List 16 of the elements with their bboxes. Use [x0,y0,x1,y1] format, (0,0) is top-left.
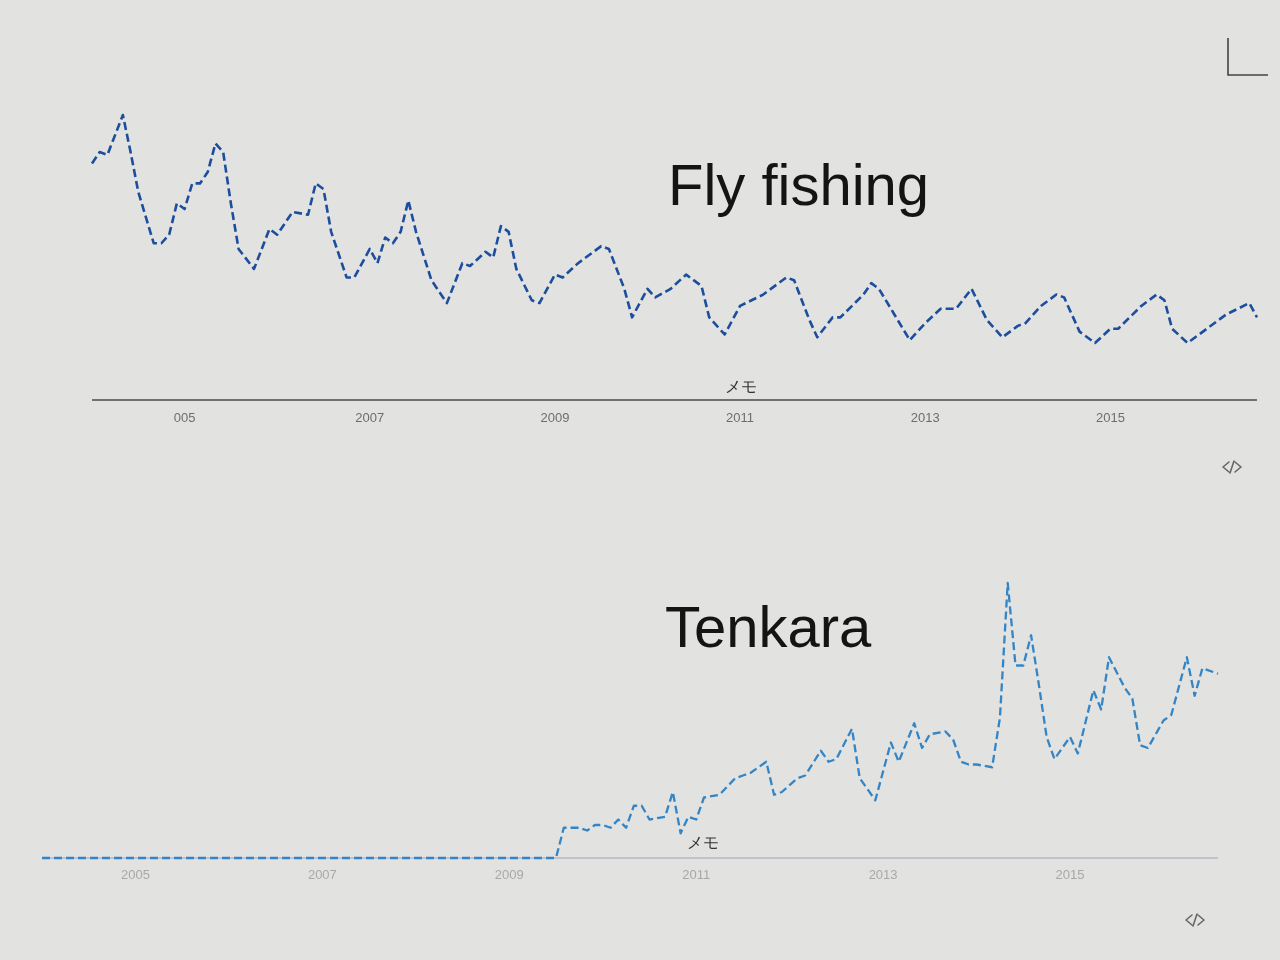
x-tick-label: 2015 [1095,410,1125,425]
x-tick-label: 2011 [682,867,711,882]
x-tick-label: 2005 [121,867,150,882]
x-tick-label: 2015 [1055,867,1085,882]
x-tick-label: 2013 [868,867,898,882]
x-tick-label: 005 [173,410,196,425]
annotation: メモ [687,834,719,851]
title: Tenkara [665,594,872,659]
x-tick-label: 2011 [726,410,755,425]
x-tick-label: 2009 [540,410,570,425]
annotation: メモ [725,378,757,395]
title: Fly fishing [668,152,930,217]
x-tick-label: 2013 [910,410,940,425]
x-tick-label: 2007 [307,867,337,882]
x-tick-label: 2009 [494,867,524,882]
x-tick-label: 2007 [355,410,385,425]
